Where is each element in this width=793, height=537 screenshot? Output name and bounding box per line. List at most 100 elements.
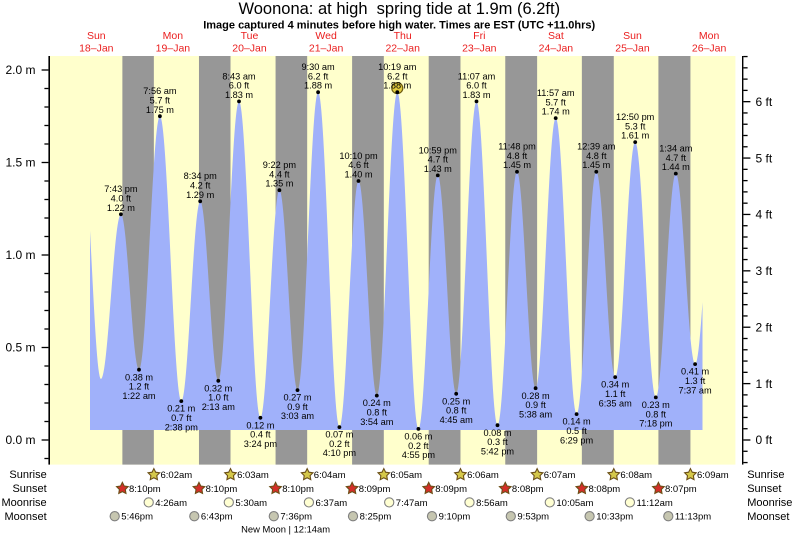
svg-text:4.2 ft: 4.2 ft — [190, 181, 211, 191]
svg-text:6:03am: 6:03am — [237, 470, 269, 481]
svg-text:5.7 ft: 5.7 ft — [545, 97, 566, 107]
svg-text:0.08 m: 0.08 m — [483, 428, 511, 438]
svg-text:7:43 pm: 7:43 pm — [104, 184, 138, 194]
svg-text:Moonset: Moonset — [747, 511, 789, 523]
svg-text:4.7 ft: 4.7 ft — [428, 155, 449, 165]
svg-text:1:22 am: 1:22 am — [122, 391, 156, 401]
svg-text:Tue: Tue — [241, 30, 259, 42]
svg-text:8:56am: 8:56am — [476, 498, 508, 509]
svg-text:6:06am: 6:06am — [467, 470, 499, 481]
svg-text:6:07am: 6:07am — [544, 470, 576, 481]
svg-text:26–Jan: 26–Jan — [692, 42, 727, 54]
svg-text:4:10 pm: 4:10 pm — [323, 448, 357, 458]
svg-text:6:05am: 6:05am — [390, 470, 422, 481]
svg-text:6:37am: 6:37am — [316, 498, 348, 509]
svg-text:11:13pm: 11:13pm — [675, 512, 711, 523]
svg-text:19–Jan: 19–Jan — [156, 42, 191, 54]
svg-text:4.7 ft: 4.7 ft — [666, 153, 687, 163]
svg-text:4:26am: 4:26am — [155, 498, 187, 509]
svg-text:Mon: Mon — [163, 30, 184, 42]
svg-text:Image captured 4 minutes befor: Image captured 4 minutes before high wat… — [203, 19, 595, 31]
svg-text:2:38 pm: 2:38 pm — [165, 422, 199, 432]
svg-text:18–Jan: 18–Jan — [79, 42, 114, 54]
svg-text:1.83 m: 1.83 m — [225, 90, 253, 100]
svg-text:Sun: Sun — [87, 30, 106, 42]
svg-text:6.0 ft: 6.0 ft — [229, 81, 250, 91]
svg-text:1.83 m: 1.83 m — [462, 90, 490, 100]
svg-text:Moonrise: Moonrise — [747, 497, 792, 509]
svg-text:0.28 m: 0.28 m — [522, 391, 550, 401]
svg-text:8:43 am: 8:43 am — [222, 71, 256, 81]
svg-text:3 ft: 3 ft — [756, 264, 773, 278]
svg-text:5:30am: 5:30am — [235, 498, 267, 509]
svg-text:6.2 ft: 6.2 ft — [387, 71, 408, 81]
svg-text:0.41 m: 0.41 m — [681, 367, 709, 377]
svg-text:1.35 m: 1.35 m — [265, 179, 293, 189]
svg-text:8:10pm: 8:10pm — [206, 484, 238, 495]
svg-text:7:18 pm: 7:18 pm — [639, 419, 673, 429]
svg-text:Thu: Thu — [394, 30, 412, 42]
svg-text:11:12am: 11:12am — [637, 498, 673, 509]
svg-text:2 ft: 2 ft — [756, 320, 773, 334]
svg-text:20–Jan: 20–Jan — [232, 42, 267, 54]
svg-text:8:08pm: 8:08pm — [512, 484, 544, 495]
svg-text:Fri: Fri — [473, 30, 485, 42]
svg-text:8:09pm: 8:09pm — [359, 484, 391, 495]
svg-text:2.0 m: 2.0 m — [5, 63, 35, 77]
svg-text:6.0 ft: 6.0 ft — [466, 81, 487, 91]
svg-text:4.4 ft: 4.4 ft — [269, 169, 290, 179]
svg-text:Moonset: Moonset — [4, 511, 46, 523]
svg-text:0.07 m: 0.07 m — [325, 430, 353, 440]
svg-text:0.23 m: 0.23 m — [642, 400, 670, 410]
svg-text:1:34 am: 1:34 am — [659, 144, 693, 154]
svg-text:0.2 ft: 0.2 ft — [329, 439, 350, 449]
svg-text:4.6 ft: 4.6 ft — [348, 160, 369, 170]
svg-text:Sun: Sun — [623, 30, 642, 42]
svg-text:Moonrise: Moonrise — [1, 497, 46, 509]
svg-text:0.38 m: 0.38 m — [125, 372, 153, 382]
svg-text:1.0 m: 1.0 m — [5, 248, 35, 262]
svg-text:1.5 m: 1.5 m — [5, 156, 35, 170]
svg-text:1.88 m: 1.88 m — [304, 81, 332, 91]
svg-text:5:42 pm: 5:42 pm — [481, 446, 515, 456]
svg-text:4.8 ft: 4.8 ft — [586, 151, 607, 161]
svg-text:10:19 am: 10:19 am — [378, 62, 417, 72]
svg-text:10:33pm: 10:33pm — [596, 512, 633, 523]
svg-text:21–Jan: 21–Jan — [309, 42, 344, 54]
svg-text:4:45 am: 4:45 am — [440, 415, 474, 425]
svg-text:5.7 ft: 5.7 ft — [150, 96, 171, 106]
svg-text:7:47am: 7:47am — [396, 498, 428, 509]
svg-text:8:07pm: 8:07pm — [665, 484, 697, 495]
svg-text:4.8 ft: 4.8 ft — [507, 151, 528, 161]
svg-text:1.74 m: 1.74 m — [542, 107, 570, 117]
svg-text:5.3 ft: 5.3 ft — [625, 121, 646, 131]
svg-text:8:25pm: 8:25pm — [360, 512, 392, 523]
svg-text:3:54 am: 3:54 am — [360, 417, 394, 427]
svg-text:6:04am: 6:04am — [314, 470, 346, 481]
svg-text:1.75 m: 1.75 m — [146, 105, 174, 115]
svg-text:4:55 pm: 4:55 pm — [402, 450, 436, 460]
svg-text:6:09am: 6:09am — [697, 470, 729, 481]
svg-text:0.9 ft: 0.9 ft — [287, 402, 308, 412]
svg-text:6:43pm: 6:43pm — [201, 512, 233, 523]
svg-text:0.0 m: 0.0 m — [5, 433, 35, 447]
svg-text:8:08pm: 8:08pm — [589, 484, 621, 495]
svg-text:5:38 am: 5:38 am — [519, 409, 553, 419]
svg-text:0.21 m: 0.21 m — [167, 404, 195, 414]
svg-text:0.8 ft: 0.8 ft — [367, 408, 388, 418]
svg-text:5:46pm: 5:46pm — [121, 512, 153, 523]
svg-text:0.34 m: 0.34 m — [601, 380, 629, 390]
svg-text:6.2 ft: 6.2 ft — [308, 71, 329, 81]
svg-text:0.7 ft: 0.7 ft — [171, 413, 192, 423]
svg-text:4 ft: 4 ft — [756, 208, 773, 222]
svg-text:8:10pm: 8:10pm — [129, 484, 161, 495]
svg-text:6:35 am: 6:35 am — [599, 398, 633, 408]
svg-text:11:48 pm: 11:48 pm — [498, 142, 536, 152]
svg-text:0.14 m: 0.14 m — [563, 417, 591, 427]
svg-text:8:09pm: 8:09pm — [435, 484, 467, 495]
svg-text:Mon: Mon — [699, 30, 720, 42]
svg-text:12:50 pm: 12:50 pm — [616, 112, 655, 122]
svg-text:4.0 ft: 4.0 ft — [111, 194, 132, 204]
svg-text:1.29 m: 1.29 m — [186, 190, 214, 200]
svg-text:6 ft: 6 ft — [756, 95, 773, 109]
